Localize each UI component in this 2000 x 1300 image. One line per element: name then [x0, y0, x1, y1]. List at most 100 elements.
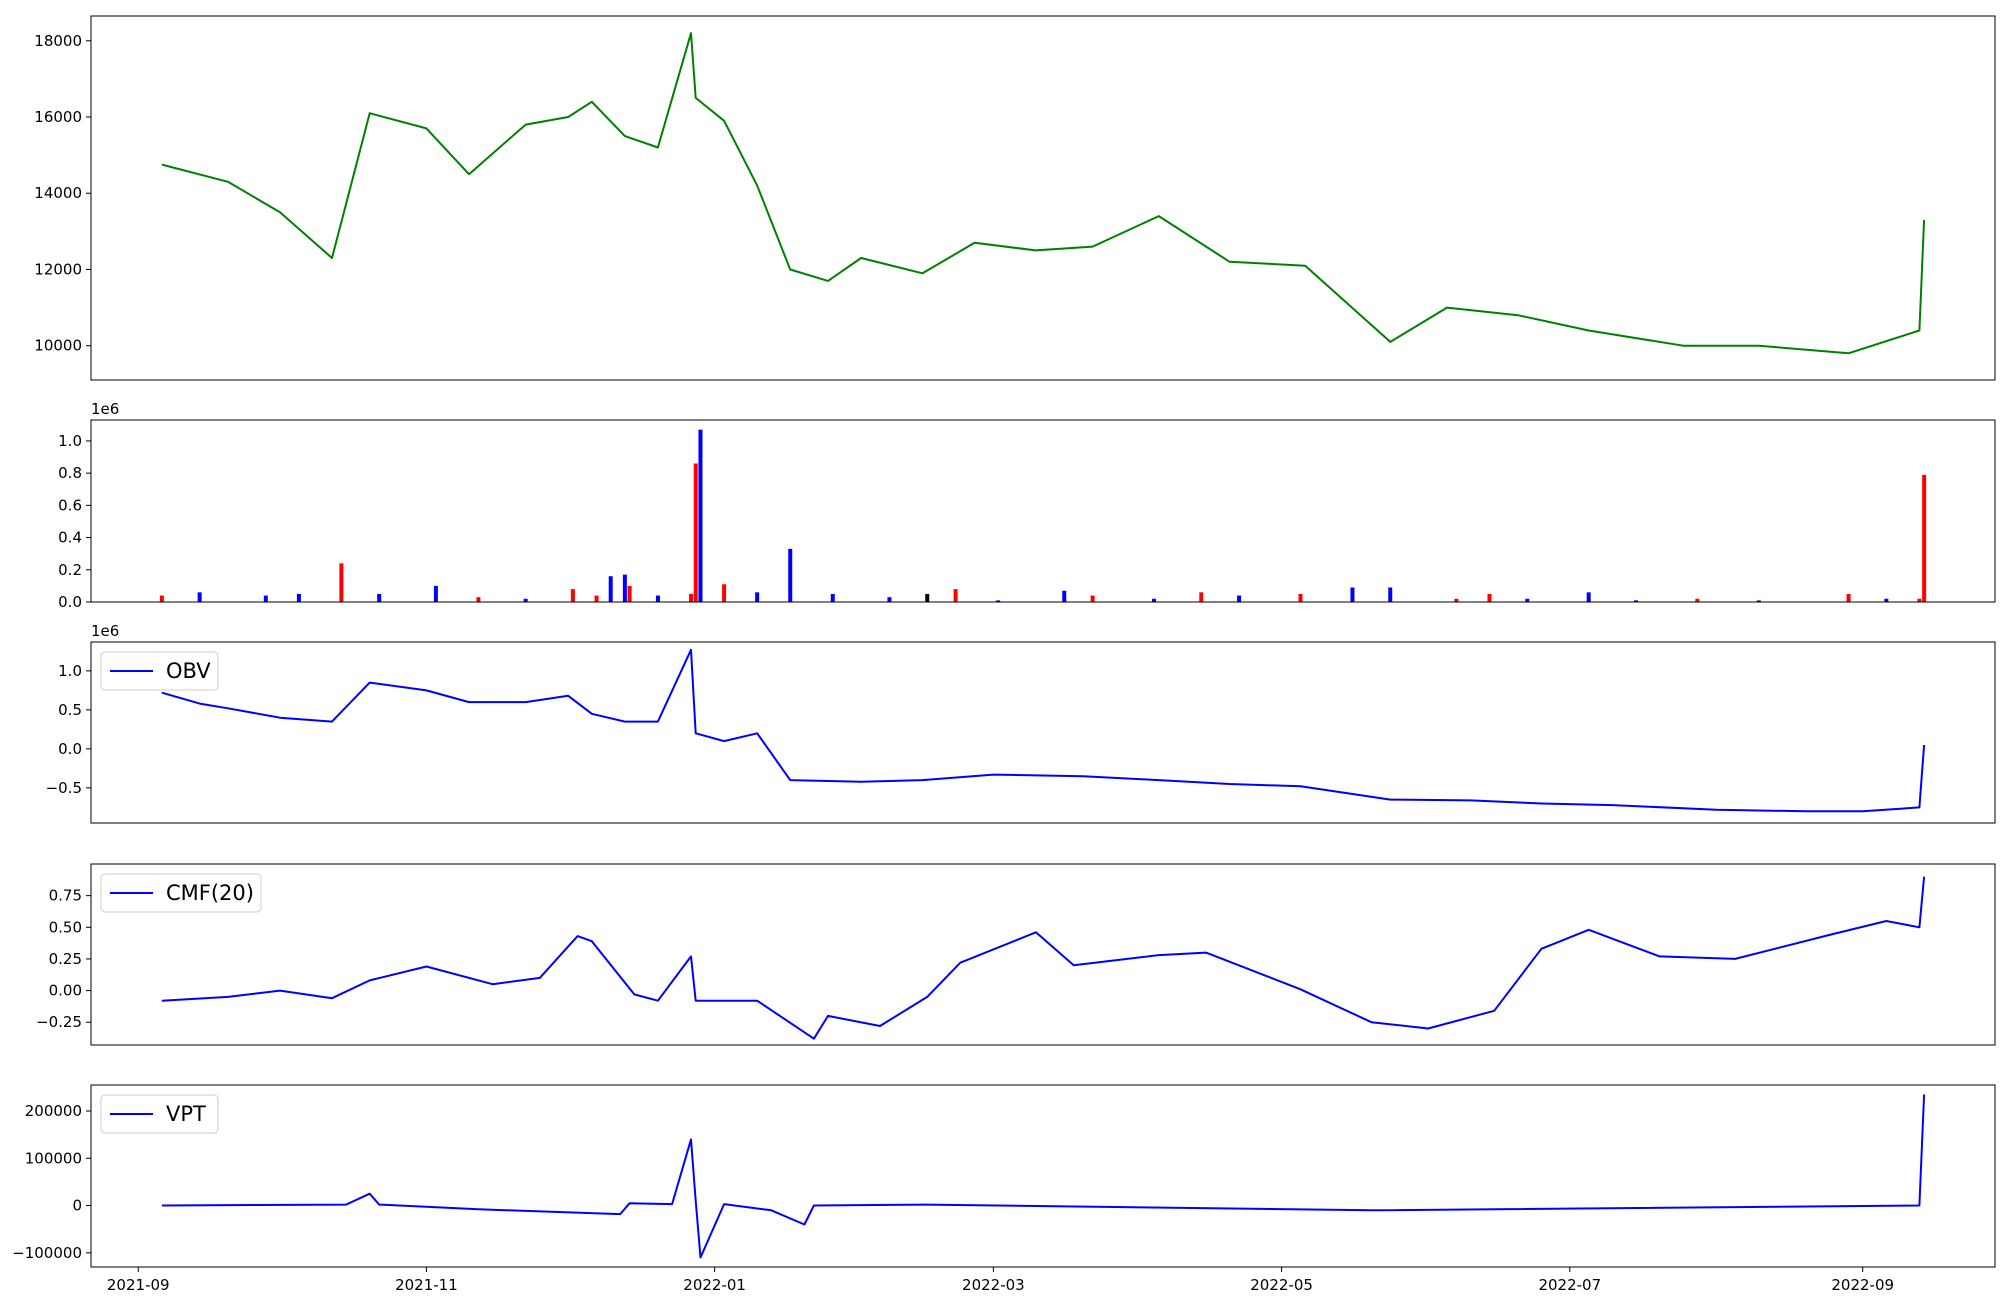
legend-label: VPT	[166, 1102, 206, 1126]
volume-bar	[594, 595, 599, 602]
volume-bar	[1633, 600, 1638, 602]
panel-vpt: −100000 0 100000 200000 VPT	[12, 1084, 1996, 1268]
y-tick-label: 0.8	[58, 464, 82, 482]
y-tick-label: 0.75	[49, 887, 82, 905]
volume-bar	[830, 593, 835, 602]
volume-bar	[627, 585, 632, 602]
volume-bar	[755, 592, 760, 602]
y-tick-label: 0.0	[58, 740, 82, 758]
y-tick-label: 0.25	[49, 950, 82, 968]
volume-bar	[887, 597, 892, 602]
x-tick-label: 2022-07	[1538, 1276, 1601, 1294]
volume-bar	[622, 574, 627, 602]
volume-bar	[608, 576, 613, 602]
x-tick-label: 2021-11	[395, 1276, 458, 1294]
volume-bar	[1917, 598, 1922, 602]
panel-obv: −0.5 0.0 0.5 1.0 1e6 OBV	[46, 622, 1996, 824]
panel-volume: 0.0 0.2 0.4 0.6 0.8 1.0 1e6	[58, 400, 1996, 611]
legend-box	[100, 1094, 219, 1134]
volume-bar	[1199, 592, 1204, 602]
legend: VPT	[100, 1094, 219, 1134]
volume-bar	[523, 598, 528, 602]
volume-bar	[655, 595, 660, 602]
y-offset-label: 1e6	[91, 400, 119, 418]
legend-box	[100, 651, 219, 691]
y-tick-label: 0.00	[49, 982, 82, 1000]
volume-bar	[1454, 598, 1459, 602]
volume-bar	[788, 548, 793, 602]
volume-bar	[1487, 593, 1492, 602]
y-tick-label: 0	[72, 1197, 82, 1215]
volume-bar	[698, 429, 703, 602]
volume-bar	[1152, 598, 1157, 602]
axes-frame	[90, 641, 1996, 824]
price-line	[161, 32, 1926, 355]
axes-frame	[90, 863, 1996, 1046]
axes-frame	[90, 419, 1996, 603]
x-tick-label: 2022-05	[1250, 1276, 1313, 1294]
volume-bar	[1846, 593, 1851, 602]
volume-bar	[1298, 593, 1303, 602]
x-tick-label: 2022-09	[1831, 1276, 1894, 1294]
volume-bar	[1062, 590, 1067, 602]
volume-bar	[1695, 598, 1700, 602]
y-tick-label: 12000	[34, 260, 82, 278]
volume-bar	[339, 563, 344, 602]
panel-cmf: −0.25 0.00 0.25 0.50 0.75 CMF(20)	[36, 863, 1996, 1046]
volume-bar	[1350, 587, 1355, 602]
x-tick-label: 2021-09	[107, 1276, 170, 1294]
legend: OBV	[100, 651, 219, 691]
volume-bar	[689, 593, 694, 602]
y-tick-label: 0.2	[58, 561, 82, 579]
y-tick-label: 0.5	[58, 701, 82, 719]
volume-bar	[476, 597, 481, 602]
y-tick-label: 18000	[34, 32, 82, 50]
volume-bar	[1586, 592, 1591, 602]
cmf-20--line	[161, 876, 1926, 1040]
volume-bar	[1884, 598, 1889, 602]
volume-bar	[197, 592, 202, 602]
y-offset-label: 1e6	[91, 622, 119, 640]
axes-frame	[90, 1084, 1996, 1268]
volume-bar	[1525, 598, 1530, 602]
y-tick-label: 1.0	[58, 662, 82, 680]
volume-bar	[1388, 587, 1393, 602]
legend: CMF(20)	[100, 873, 262, 913]
y-tick-label: −100000	[12, 1244, 82, 1262]
volume-bar	[1090, 595, 1095, 602]
y-tick-label: −0.25	[36, 1013, 82, 1031]
volume-bar	[1756, 600, 1761, 602]
y-tick-label: 1.0	[58, 432, 82, 450]
y-tick-label: 200000	[25, 1102, 82, 1120]
y-tick-label: 10000	[34, 337, 82, 355]
y-tick-label: 0.50	[49, 918, 82, 936]
vpt-line	[161, 1094, 1926, 1259]
volume-bar	[296, 593, 301, 602]
volume-bar	[263, 595, 268, 602]
x-tick-label: 2022-01	[683, 1276, 746, 1294]
panel-price: 10000 12000 14000 16000 18000	[34, 15, 1996, 381]
legend-label: OBV	[166, 659, 211, 683]
volume-bar	[377, 593, 382, 602]
volume-bar	[433, 585, 438, 602]
obv-line	[161, 648, 1926, 813]
volume-bar	[925, 593, 930, 602]
volume-bar	[722, 584, 727, 602]
volume-bar	[1922, 474, 1927, 602]
y-tick-label: 16000	[34, 108, 82, 126]
axes-frame	[90, 15, 1996, 381]
legend-label: CMF(20)	[166, 881, 254, 905]
y-tick-label: 100000	[25, 1149, 82, 1167]
volume-bar	[996, 600, 1001, 602]
y-tick-label: 14000	[34, 184, 82, 202]
legend-box	[100, 873, 262, 913]
volume-bar	[159, 595, 164, 602]
volume-bar	[570, 589, 575, 602]
volume-bar	[1237, 595, 1242, 602]
y-tick-label: 0.0	[58, 593, 82, 611]
volume-bar	[693, 463, 698, 602]
x-tick-label: 2022-03	[962, 1276, 1025, 1294]
volume-bar	[953, 589, 958, 602]
y-tick-label: 0.4	[58, 529, 82, 547]
